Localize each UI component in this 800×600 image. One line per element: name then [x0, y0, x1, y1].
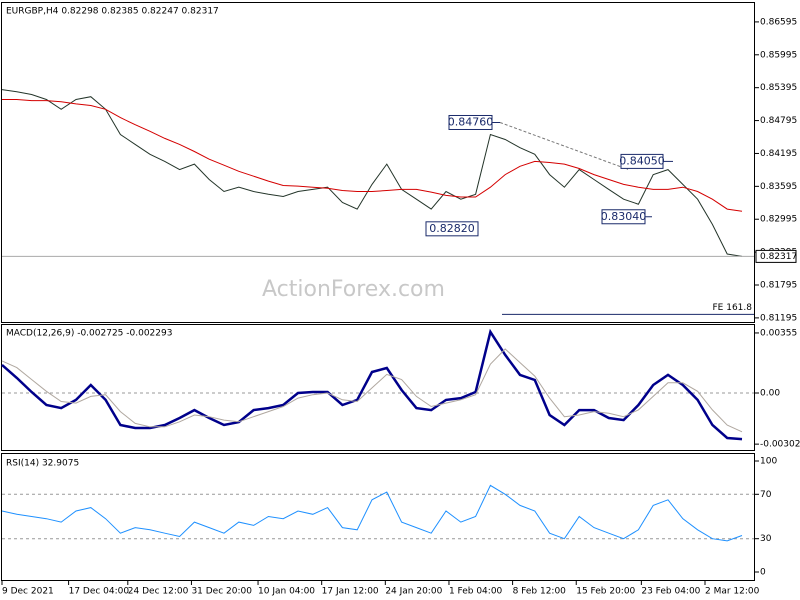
- macd-panel: [1, 324, 755, 451]
- annotation-box: [448, 114, 493, 130]
- series-line: [1, 484, 743, 542]
- y-tick-label: 0.85395: [760, 83, 797, 93]
- price-panel: [1, 2, 755, 323]
- series-line: [1, 328, 743, 441]
- rsi-title: RSI(14) 32.9075: [6, 459, 79, 469]
- y-tick-label: 0.84195: [760, 149, 797, 159]
- y-tick-label: 0.81795: [760, 281, 797, 291]
- x-tick-label: 2 Mar 12:00: [705, 587, 760, 597]
- y-tick-label: 0.81195: [760, 313, 797, 323]
- price-title: EURGBP,H4 0.82298 0.82385 0.82247 0.8231…: [6, 7, 219, 17]
- macd-title: MACD(12,26,9) -0.002725 -0.002293: [6, 329, 172, 339]
- y-tick-label: 0.00355: [760, 328, 797, 338]
- y-tick-label: 0: [760, 568, 766, 578]
- annotation-label: 0.84760: [448, 115, 494, 128]
- x-tick-label: 17 Dec 04:00: [69, 587, 130, 597]
- annotation-label: 0.84050: [619, 154, 665, 167]
- x-tick-label: 15 Feb 20:00: [576, 587, 635, 597]
- y-tick-label: 0.86595: [760, 17, 797, 27]
- y-tick-label: 0.84795: [760, 116, 797, 126]
- y-tick-label: 100: [760, 456, 777, 466]
- x-tick-label: 17 Jan 12:00: [322, 587, 379, 597]
- y-tick-label: 0.83595: [760, 182, 797, 192]
- x-tick-label: 24 Dec 12:00: [128, 587, 189, 597]
- y-tick-label: 0.85995: [760, 50, 797, 60]
- rsi-panel: [1, 453, 755, 581]
- fib-label: FE 161.8: [713, 303, 753, 313]
- y-tick-label: 0.00: [760, 388, 780, 398]
- x-tick-label: 10 Jan 04:00: [258, 587, 315, 597]
- annotation-box: [425, 221, 479, 237]
- annotation-box: [620, 153, 664, 169]
- x-tick-label: 9 Dec 2021: [2, 587, 54, 597]
- x-tick-label: 24 Jan 20:00: [385, 587, 442, 597]
- series-line: [1, 348, 743, 433]
- annotation-label: 0.82820: [429, 222, 475, 235]
- last-price-label: 0.82317: [760, 252, 797, 262]
- annotation-label: 0.83040: [601, 210, 647, 223]
- y-tick-label: -0.003023: [760, 440, 800, 450]
- y-tick-label: 70: [760, 490, 772, 500]
- y-tick-label: 30: [760, 534, 772, 544]
- y-tick-label: 0.82995: [760, 215, 797, 225]
- x-tick-label: 8 Feb 12:00: [513, 587, 567, 597]
- series-line: [2, 99, 743, 212]
- x-tick-label: 23 Feb 04:00: [641, 587, 700, 597]
- last-price-box: [755, 249, 797, 263]
- annotation-box: [601, 209, 646, 225]
- x-tick-label: 31 Dec 20:00: [191, 587, 252, 597]
- x-tick-label: 1 Feb 04:00: [449, 587, 503, 597]
- watermark: ActionForex.com: [262, 277, 445, 302]
- series-line: [1, 89, 743, 257]
- trend-dash: [499, 122, 629, 170]
